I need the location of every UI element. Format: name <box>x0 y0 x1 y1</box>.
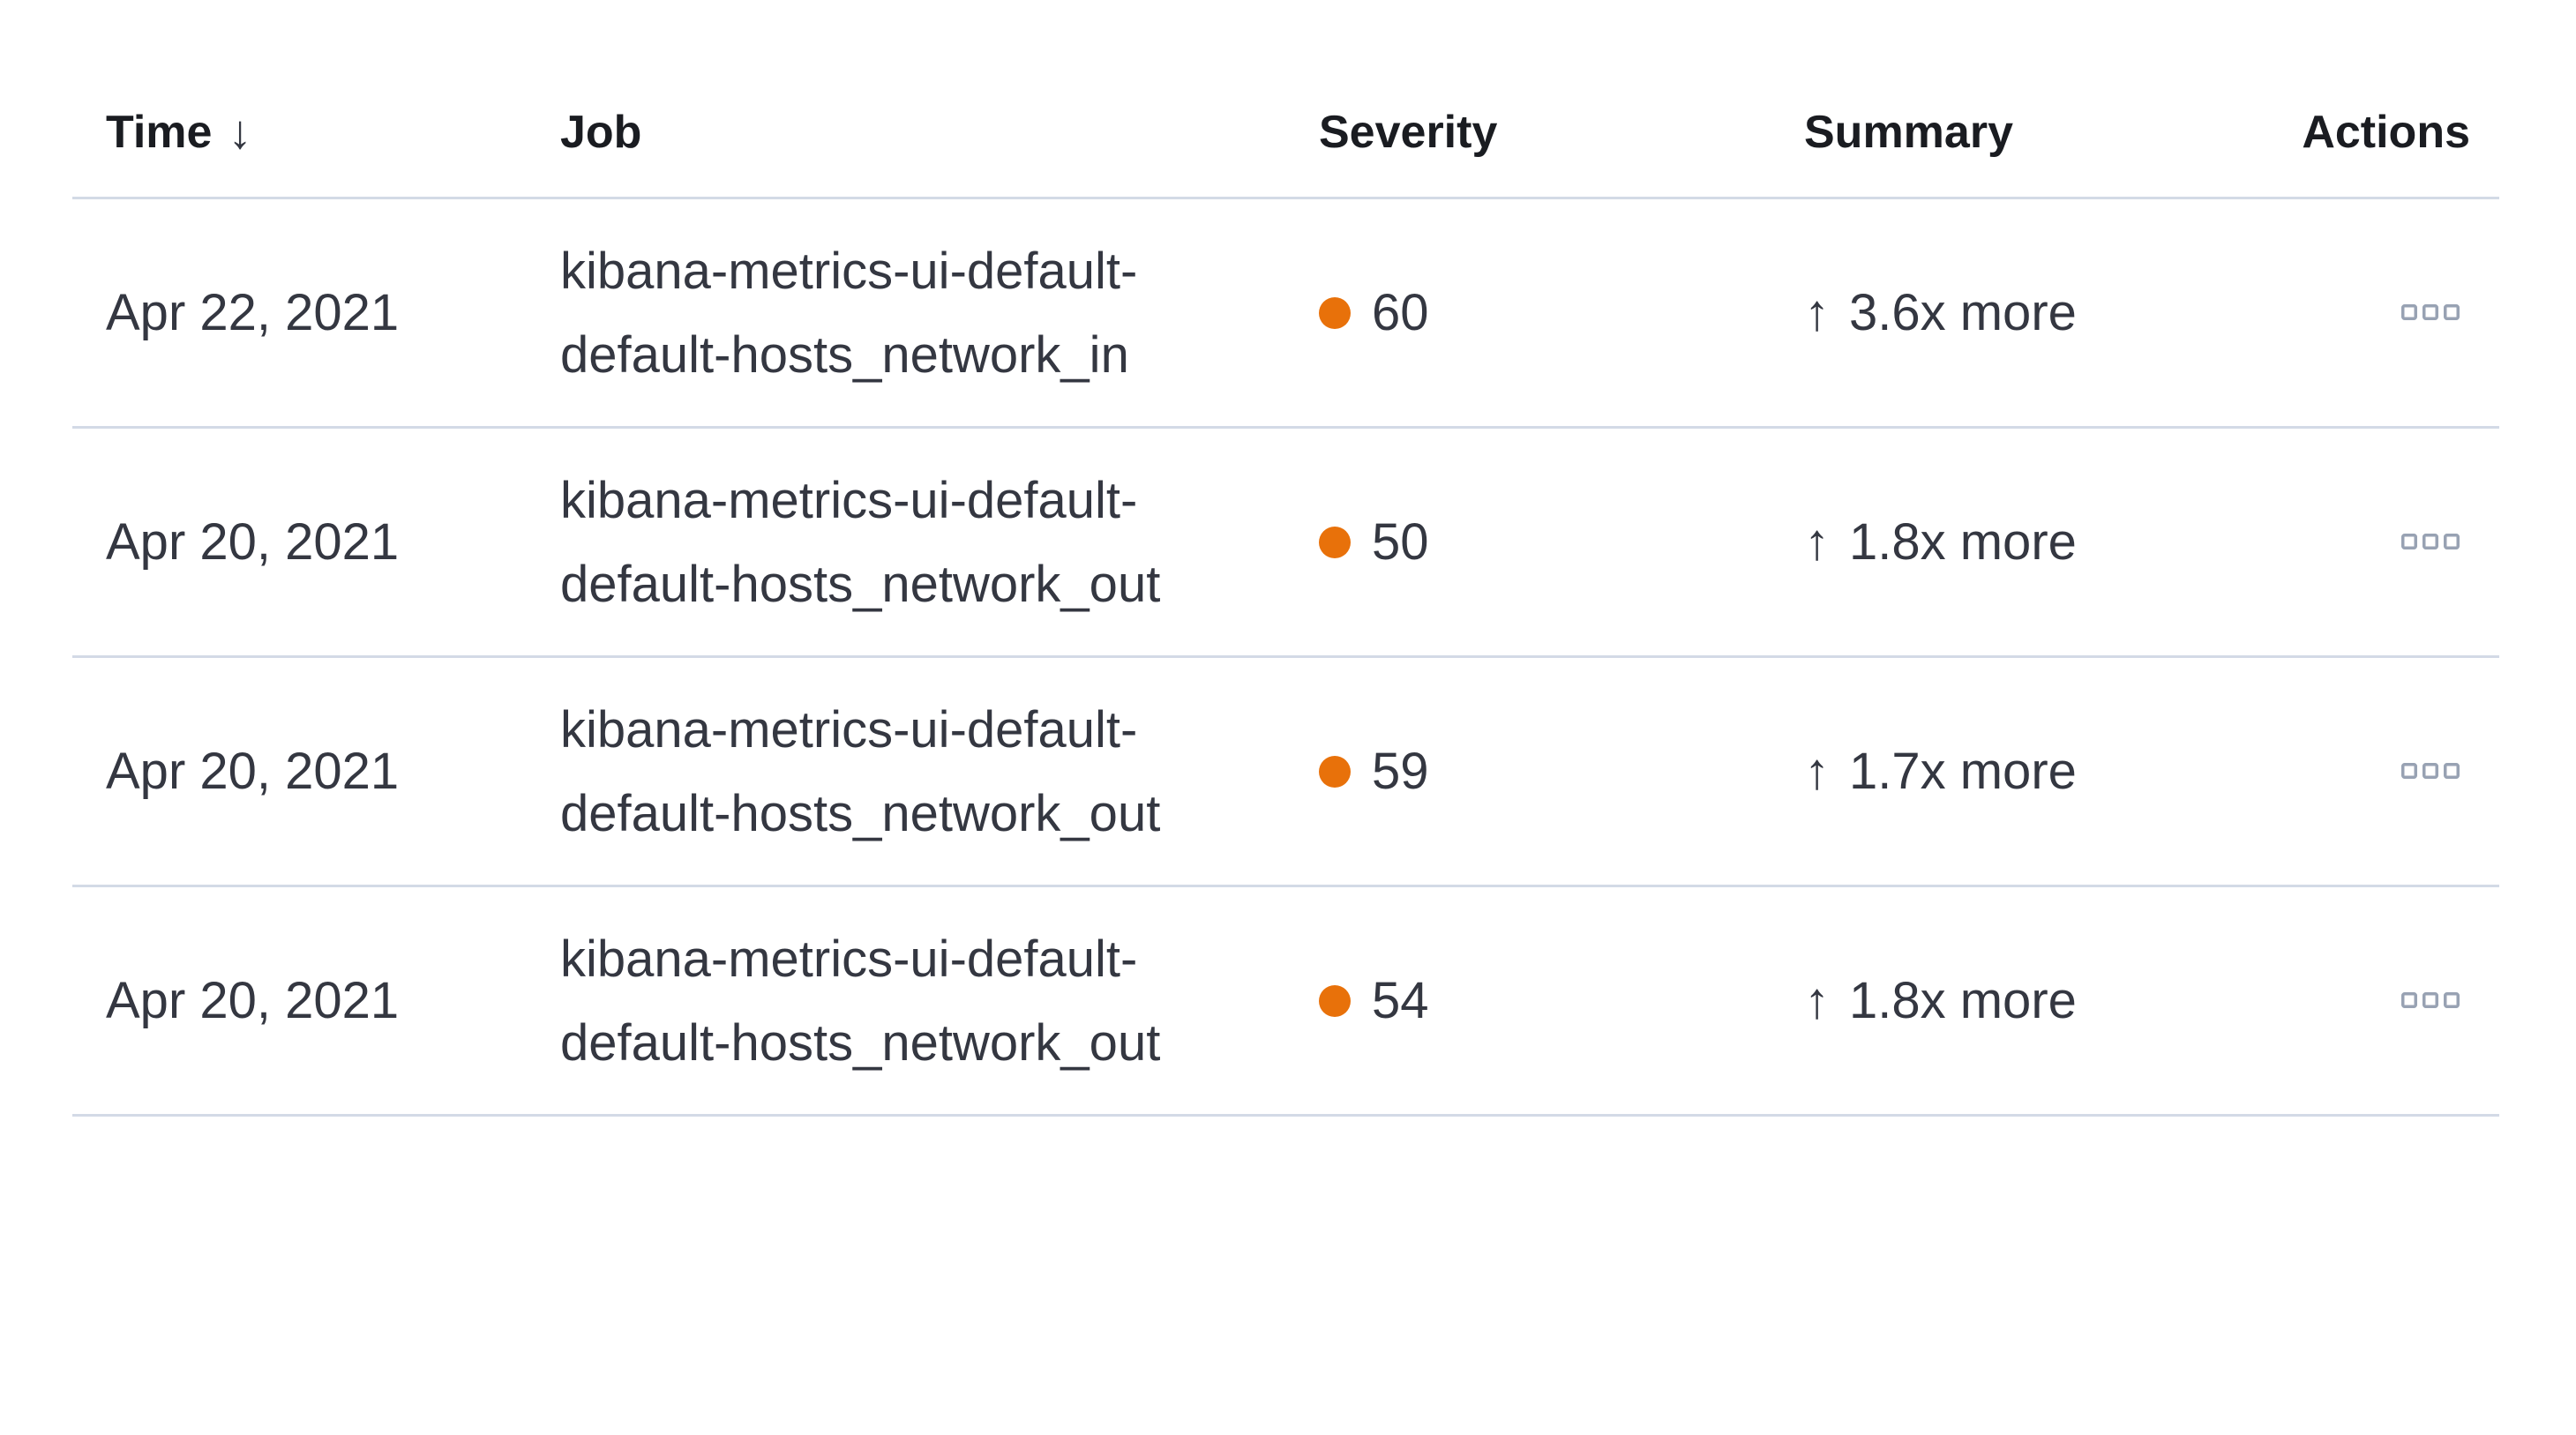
column-header-job: Job <box>560 105 1319 160</box>
time-cell: Apr 22, 2021 <box>72 283 560 342</box>
severity-cell: 60 <box>1319 283 1804 342</box>
row-actions-button[interactable] <box>2401 991 2460 1011</box>
row-actions-button[interactable] <box>2401 762 2460 781</box>
severity-cell: 54 <box>1319 971 1804 1030</box>
actions-cell <box>2318 762 2499 781</box>
column-header-job-label: Job <box>560 107 642 158</box>
summary-cell: ↑ 1.8x more <box>1804 971 2318 1030</box>
job-cell: kibana-metrics-ui-default- default-hosts… <box>560 459 1319 626</box>
table-row: Apr 20, 2021 kibana-metrics-ui-default- … <box>72 887 2499 1117</box>
time-cell: Apr 20, 2021 <box>72 742 560 801</box>
boxes-horizontal-icon <box>2401 533 2460 549</box>
column-header-actions-label: Actions <box>2302 107 2470 158</box>
row-actions-button[interactable] <box>2401 303 2460 323</box>
table-row: Apr 20, 2021 kibana-metrics-ui-default- … <box>72 429 2499 658</box>
job-name-line2: default-hosts_network_out <box>560 1013 1161 1072</box>
time-cell: Apr 20, 2021 <box>72 512 560 572</box>
time-value: Apr 22, 2021 <box>106 284 400 341</box>
boxes-horizontal-icon <box>2401 991 2460 1008</box>
boxes-horizontal-icon <box>2401 762 2460 779</box>
summary-cell: ↑ 1.7x more <box>1804 742 2318 801</box>
trend-up-icon: ↑ <box>1804 742 1830 800</box>
actions-cell <box>2318 303 2499 323</box>
time-cell: Apr 20, 2021 <box>72 971 560 1030</box>
sort-descending-icon: ↓ <box>228 106 252 159</box>
severity-dot-icon <box>1319 526 1351 558</box>
summary-value: 1.8x more <box>1849 513 2077 571</box>
job-name-line1: kibana-metrics-ui-default- <box>560 242 1138 300</box>
time-value: Apr 20, 2021 <box>106 743 400 800</box>
severity-value: 54 <box>1372 972 1429 1029</box>
summary-value: 1.8x more <box>1849 972 2077 1029</box>
summary-cell: ↑ 3.6x more <box>1804 283 2318 342</box>
job-cell: kibana-metrics-ui-default- default-hosts… <box>560 917 1319 1085</box>
job-name-line2: default-hosts_network_in <box>560 325 1129 384</box>
time-value: Apr 20, 2021 <box>106 972 400 1029</box>
severity-dot-icon <box>1319 755 1351 788</box>
actions-cell <box>2318 533 2499 552</box>
column-header-actions: Actions <box>2302 105 2499 160</box>
severity-value: 60 <box>1372 284 1429 341</box>
trend-up-icon: ↑ <box>1804 971 1830 1029</box>
severity-dot-icon <box>1319 984 1351 1017</box>
table-row: Apr 22, 2021 kibana-metrics-ui-default- … <box>72 199 2499 429</box>
severity-value: 50 <box>1372 513 1429 571</box>
column-header-severity-label: Severity <box>1319 107 1498 158</box>
table-header-row: Time ↓ Job Severity Summary Actions <box>72 0 2499 199</box>
summary-value: 3.6x more <box>1849 284 2077 341</box>
job-cell: kibana-metrics-ui-default- default-hosts… <box>560 229 1319 397</box>
trend-up-icon: ↑ <box>1804 283 1830 341</box>
actions-cell <box>2318 991 2499 1011</box>
job-name-line2: default-hosts_network_out <box>560 784 1161 842</box>
job-cell: kibana-metrics-ui-default- default-hosts… <box>560 688 1319 856</box>
column-header-summary: Summary <box>1804 105 2318 160</box>
table-row: Apr 20, 2021 kibana-metrics-ui-default- … <box>72 658 2499 887</box>
summary-cell: ↑ 1.8x more <box>1804 512 2318 572</box>
job-name-line1: kibana-metrics-ui-default- <box>560 700 1138 759</box>
column-header-time-label: Time <box>106 107 213 158</box>
severity-dot-icon <box>1319 296 1351 329</box>
row-actions-button[interactable] <box>2401 533 2460 552</box>
summary-value: 1.7x more <box>1849 743 2077 800</box>
column-header-severity: Severity <box>1319 105 1804 160</box>
column-header-time[interactable]: Time ↓ <box>72 105 560 160</box>
anomalies-table: Time ↓ Job Severity Summary Actions Apr … <box>72 0 2499 1117</box>
column-header-summary-label: Summary <box>1804 107 2013 158</box>
severity-value: 59 <box>1372 743 1429 800</box>
severity-cell: 59 <box>1319 742 1804 801</box>
job-name-line1: kibana-metrics-ui-default- <box>560 930 1138 988</box>
job-name-line2: default-hosts_network_out <box>560 555 1161 613</box>
severity-cell: 50 <box>1319 512 1804 572</box>
trend-up-icon: ↑ <box>1804 512 1830 571</box>
boxes-horizontal-icon <box>2401 303 2460 320</box>
time-value: Apr 20, 2021 <box>106 513 400 571</box>
job-name-line1: kibana-metrics-ui-default- <box>560 471 1138 529</box>
